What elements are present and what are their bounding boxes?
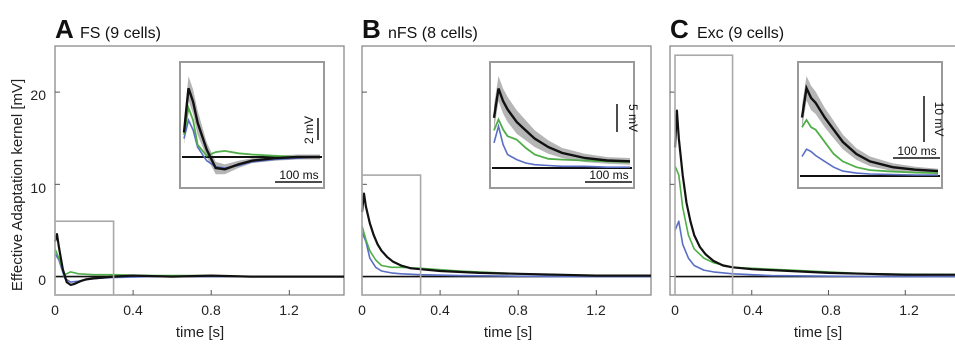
- panel-a-inset-series-blue: [183, 117, 321, 169]
- panel-b-inset-scalebar-h: 100 ms: [585, 168, 632, 183]
- panel-c-series-blue: [674, 220, 955, 278]
- panel-b-letter: B: [362, 14, 381, 44]
- panel-a: A FS (9 cells) 0 10 20 0 0.4 0.8 1.2 tim…: [30, 14, 345, 341]
- panel-b-title: nFS (8 cells): [388, 25, 478, 42]
- panel-c-frame: [669, 45, 955, 296]
- panel-a-xtick-label: 0.8: [201, 302, 221, 318]
- panel-a-title: FS (9 cells): [80, 25, 161, 42]
- panel-b-xtick-label: 0.4: [430, 302, 450, 318]
- panel-b-series-blue: [361, 231, 651, 278]
- panel-a-frame: [54, 45, 345, 296]
- panel-a-inset-scalebar-h: 100 ms: [275, 168, 322, 183]
- panel-b-frame: [361, 45, 652, 296]
- panel-a-ytick-label: 0: [38, 272, 46, 288]
- panel-a-letter: A: [55, 14, 74, 44]
- panel-c-xtick-label: 0.4: [743, 302, 763, 318]
- panel-a-scalebar-v-label: 2 mV: [302, 116, 316, 144]
- panel-b-xtick-label: 0.8: [508, 302, 528, 318]
- panel-a-ytick-labels: 0 10 20: [30, 87, 46, 288]
- panel-b-scalebar-h-label: 100 ms: [589, 168, 628, 182]
- panel-a-series-green: [54, 248, 344, 278]
- panel-b-inset-error-band: [494, 76, 630, 165]
- panel-c-scalebar-v-label: 10 mV: [932, 102, 946, 137]
- panel-b-series-mean: [360, 192, 651, 277]
- panel-c-inset-series-blue: [801, 148, 938, 176]
- panel-c-x-axis-label: time [s]: [794, 324, 842, 341]
- panel-a-inset-series-mean: [182, 87, 320, 171]
- panel-a-zoom-box: [54, 220, 115, 296]
- panel-c-title: Exc (9 cells): [697, 25, 784, 42]
- panel-a-xtick-label: 0: [51, 302, 59, 318]
- panel-b-series-green: [361, 225, 651, 277]
- y-axis-label: Effective Adaptation kernel [mV]: [9, 79, 26, 291]
- panel-c-inset-series-green: [801, 118, 939, 174]
- panel-a-inset-series-green: [183, 104, 320, 158]
- panel-b-xtick-labels: 0 0.4 0.8 1.2: [358, 302, 606, 318]
- panel-a-plot: [53, 91, 344, 296]
- panel-c-inset-plot: [800, 76, 940, 177]
- panel-a-ytick-label: 10: [30, 180, 46, 196]
- panel-c-inset-scalebar-v: 10 mV: [923, 96, 946, 142]
- panel-a-inset-plot: [182, 76, 322, 175]
- panel-b-inset: 5 mV 100 ms: [489, 61, 640, 189]
- panel-c-xtick-label: 0.8: [821, 302, 841, 318]
- panel-c-zoom-box: [674, 54, 734, 296]
- panel-a-x-axis-label: time [s]: [176, 324, 224, 341]
- panel-a-ytick-label: 20: [30, 87, 46, 103]
- panel-c-series-mean: [673, 109, 955, 276]
- panel-b-plot: [360, 91, 651, 296]
- panel-c-inset-scalebar-h: 100 ms: [893, 144, 940, 159]
- panel-a-inset-frame: [179, 61, 325, 189]
- panel-b-x-axis-label: time [s]: [484, 324, 532, 341]
- panel-b-inset-series-blue: [493, 123, 630, 168]
- panel-a-inset: 2 mV 100 ms: [179, 61, 325, 189]
- panel-a-scalebar-h-label: 100 ms: [279, 168, 318, 182]
- panel-b: B nFS (8 cells) 0 0.4 0.8 1.2 time [s] 5…: [358, 14, 652, 341]
- panel-b-zoom-box: [361, 174, 422, 296]
- panel-b-inset-series-green: [493, 117, 631, 163]
- panel-a-inset-scalebar-v: 2 mV: [302, 116, 319, 144]
- panel-c-scalebar-h-label: 100 ms: [897, 144, 936, 158]
- panel-a-xtick-label: 0.4: [123, 302, 143, 318]
- panel-a-xtick-labels: 0 0.4 0.8 1.2: [51, 302, 299, 318]
- panel-c-letter: C: [670, 14, 689, 44]
- panel-c-inset: 10 mV 100 ms: [797, 61, 946, 189]
- panel-b-xtick-label: 0: [358, 302, 366, 318]
- panel-b-xtick-label: 1.2: [586, 302, 606, 318]
- panel-c-xtick-label: 0: [671, 302, 679, 318]
- panel-c-xtick-label: 1.2: [899, 302, 919, 318]
- panel-c-inset-series-mean: [800, 84, 939, 173]
- panel-b-scalebar-v-label: 5 mV: [626, 104, 640, 132]
- panel-b-inset-plot: [492, 76, 632, 169]
- panel-b-inset-series-mean: [492, 88, 631, 163]
- panel-c: C Exc (9 cells) 0 0.4 0.8 1.2 time [s] 1…: [669, 14, 955, 341]
- panel-a-xtick-label: 1.2: [279, 302, 299, 318]
- panel-c-xtick-labels: 0 0.4 0.8 1.2: [671, 302, 919, 318]
- panel-b-inset-scalebar-v: 5 mV: [616, 104, 640, 132]
- panel-c-plot: [670, 54, 955, 296]
- panel-a-series-mean: [53, 233, 344, 286]
